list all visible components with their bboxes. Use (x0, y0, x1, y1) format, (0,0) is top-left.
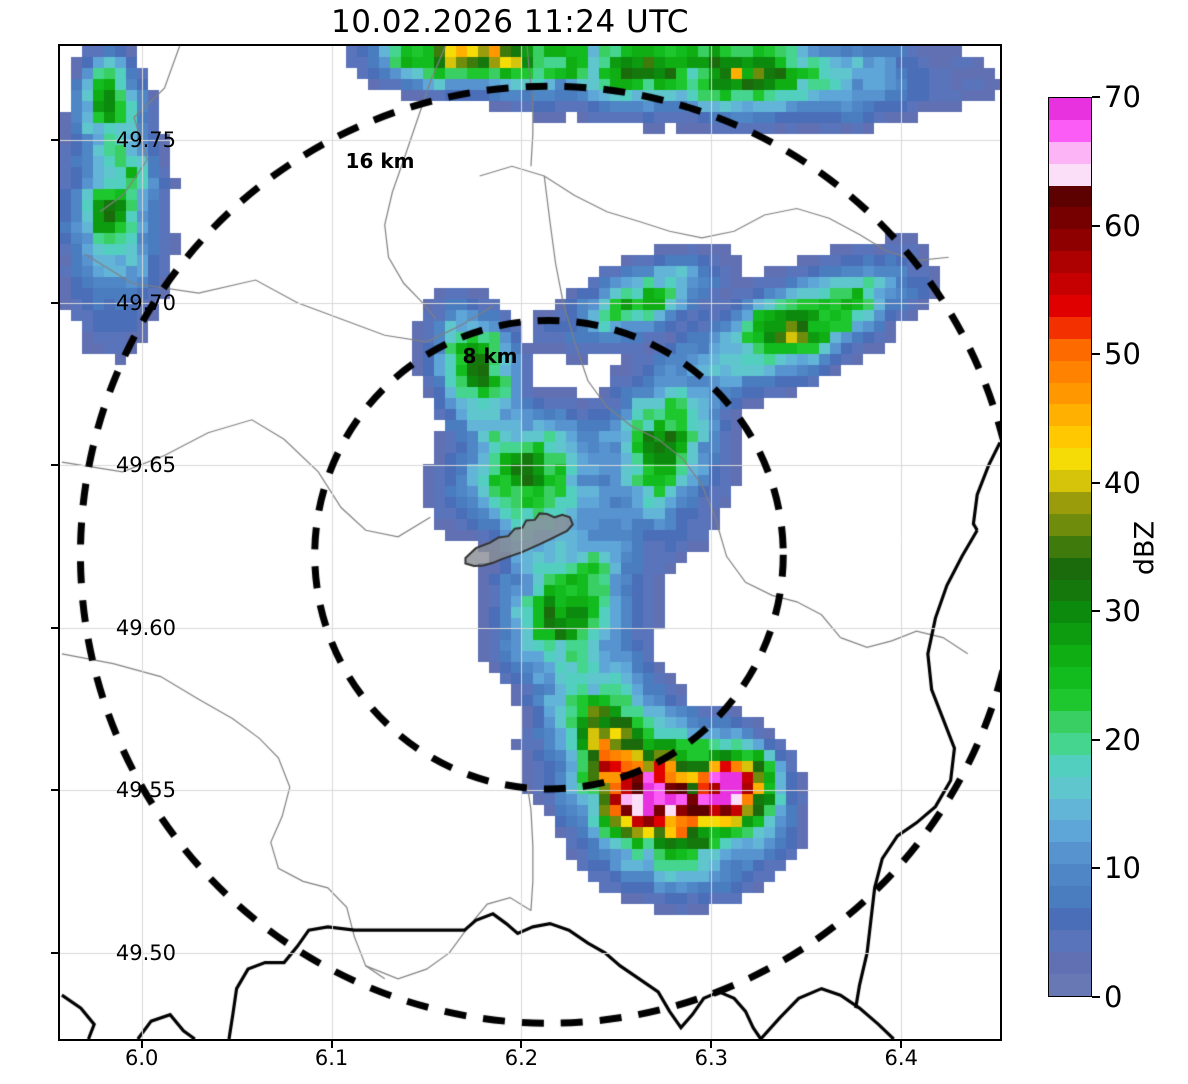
x-axis-tick-mark (900, 1041, 903, 1048)
colorbar-segment (1049, 820, 1091, 843)
radar-plot-area[interactable] (58, 44, 1002, 1041)
colorbar-tick-label: 10 (1104, 851, 1141, 886)
colorbar-segment (1049, 557, 1091, 580)
colorbar-tick-mark (1092, 996, 1100, 998)
colorbar-segment (1049, 98, 1091, 120)
colorbar-tick-label: 70 (1104, 80, 1141, 114)
y-axis-tick-label: 49.65 (115, 453, 176, 478)
colorbar-segment (1049, 382, 1091, 405)
map-overlay-layer (60, 46, 1000, 1039)
colorbar-segment (1049, 470, 1091, 493)
colorbar-segment (1049, 360, 1091, 383)
colorbar-tick-label: 30 (1104, 594, 1141, 629)
colorbar-segment (1049, 295, 1091, 317)
colorbar-segment (1049, 119, 1091, 142)
colorbar-segment (1049, 426, 1091, 449)
x-axis-tick-mark (710, 1041, 713, 1048)
colorbar-segment (1049, 513, 1091, 536)
page-title: 10.02.2026 11:24 UTC (331, 4, 689, 40)
colorbar-segment (1049, 185, 1091, 208)
colorbar-segment (1049, 951, 1091, 974)
colorbar-segment (1049, 492, 1091, 514)
x-axis-tick-label: 6.1 (314, 1046, 349, 1070)
x-axis-tick-mark (330, 1041, 333, 1048)
colorbar-segment (1049, 776, 1091, 799)
colorbar-segment (1049, 338, 1091, 361)
x-axis-tick-label: 6.2 (504, 1046, 539, 1070)
y-axis-tick-mark (51, 139, 58, 142)
colorbar-tick-mark (1092, 481, 1100, 484)
x-axis-tick-mark (520, 1041, 523, 1048)
range-ring-label-16km: 16 km (345, 149, 415, 173)
colorbar-segment (1049, 229, 1091, 252)
y-axis-tick-mark (51, 789, 58, 792)
colorbar-segment (1049, 754, 1091, 777)
range-ring-label-8km: 8 km (462, 344, 518, 368)
colorbar-segment (1049, 251, 1091, 274)
colorbar-tick-mark (1092, 738, 1100, 741)
colorbar-segment (1049, 579, 1091, 602)
colorbar-segment (1049, 448, 1091, 471)
colorbar[interactable] (1048, 97, 1092, 997)
y-axis-tick-label: 49.55 (115, 778, 176, 803)
colorbar-tick-label: 0 (1104, 980, 1123, 1014)
colorbar-segment (1049, 273, 1091, 296)
y-axis-tick-mark (51, 301, 58, 304)
x-axis-tick-label: 6.4 (884, 1046, 918, 1070)
y-axis-tick-label: 49.70 (115, 290, 176, 315)
colorbar-tick-mark (1092, 224, 1100, 227)
colorbar-tick-label: 50 (1104, 337, 1141, 372)
colorbar-tick-label: 60 (1104, 208, 1141, 243)
x-axis-tick-label: 6.0 (124, 1046, 159, 1070)
colorbar-tick-mark (1092, 867, 1100, 870)
colorbar-tick-label: 40 (1104, 465, 1141, 500)
y-axis-tick-mark (51, 464, 58, 467)
colorbar-segment (1049, 535, 1091, 558)
colorbar-segment (1049, 207, 1091, 230)
colorbar-segment (1049, 864, 1091, 887)
y-axis-tick-label: 49.50 (115, 940, 176, 965)
colorbar-segment (1049, 886, 1091, 908)
colorbar-tick-label: 20 (1104, 722, 1141, 757)
colorbar-tick-mark (1092, 610, 1100, 613)
colorbar-tick-mark (1092, 353, 1100, 356)
colorbar-segment (1049, 601, 1091, 624)
colorbar-segment (1049, 710, 1091, 733)
x-axis-tick-label: 6.3 (694, 1046, 729, 1070)
colorbar-segment (1049, 907, 1091, 930)
colorbar-segment (1049, 929, 1091, 952)
colorbar-segment (1049, 842, 1091, 865)
colorbar-segment (1049, 163, 1091, 186)
colorbar-segment (1049, 667, 1091, 690)
colorbar-segment (1049, 645, 1091, 668)
colorbar-segment (1049, 798, 1091, 821)
colorbar-tick-mark (1092, 96, 1100, 98)
colorbar-segment (1049, 141, 1091, 164)
y-axis-tick-mark (51, 951, 58, 954)
colorbar-segment (1049, 623, 1091, 646)
colorbar-segment (1049, 404, 1091, 427)
y-axis-tick-label: 49.75 (115, 128, 176, 153)
y-axis-tick-mark (51, 626, 58, 629)
y-axis-tick-label: 49.60 (115, 615, 176, 640)
colorbar-segment (1049, 689, 1091, 711)
colorbar-segment (1049, 732, 1091, 755)
colorbar-segment (1049, 316, 1091, 339)
x-axis-tick-mark (140, 1041, 143, 1048)
colorbar-title: dBZ (1129, 520, 1161, 576)
colorbar-segment (1049, 973, 1091, 996)
